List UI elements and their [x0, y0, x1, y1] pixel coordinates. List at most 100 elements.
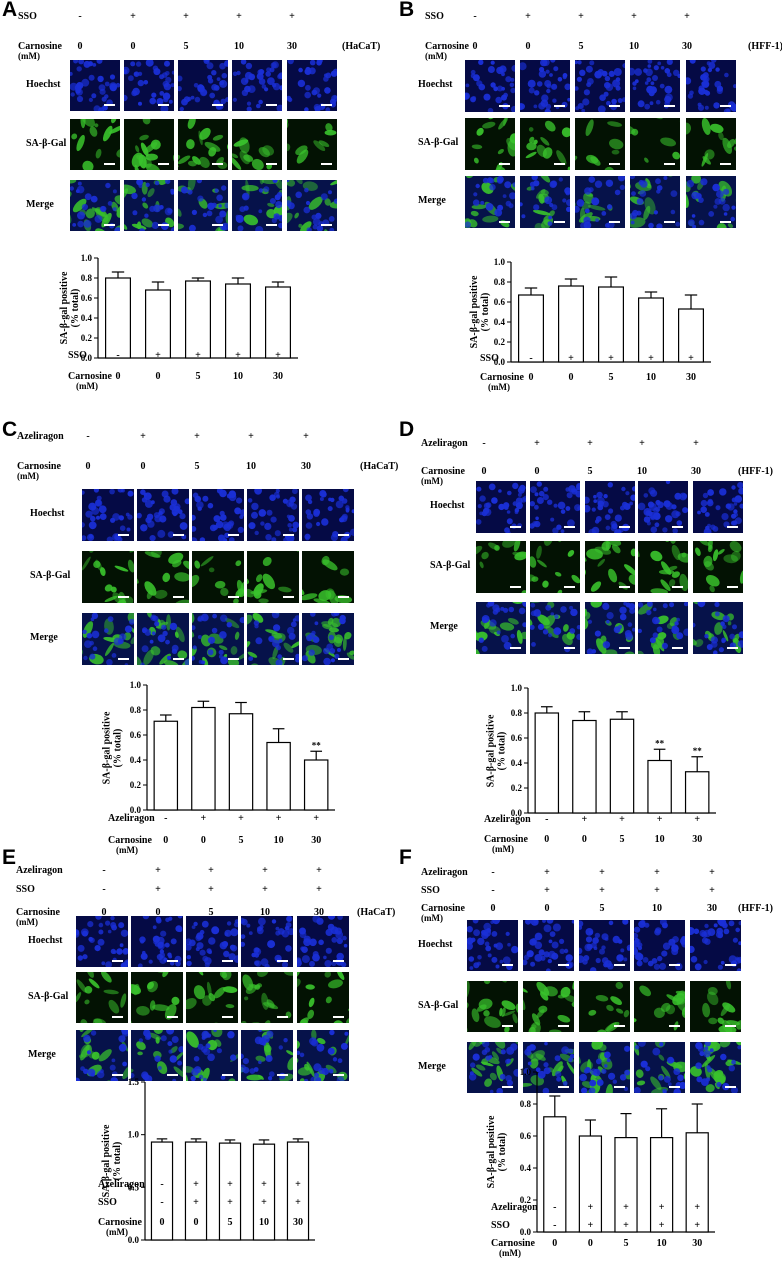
- condition-value: 30: [691, 466, 701, 477]
- cell-line-label: (HaCaT): [357, 907, 396, 918]
- y-tick-label: 0.8: [81, 273, 93, 283]
- chart-plot: 0.0 0.5 1.0 1.5: [128, 1077, 315, 1245]
- micrograph-tile: [232, 180, 282, 231]
- scale-bar: [664, 163, 675, 165]
- merge-image: [232, 180, 282, 231]
- scale-bar: [228, 658, 239, 660]
- condition-value: 10: [637, 466, 647, 477]
- condition-value: +: [709, 867, 715, 878]
- y-tick-label: 1.0: [511, 683, 523, 693]
- sa-gal-image: [638, 541, 688, 593]
- bar: [191, 706, 216, 811]
- condition-value: 30: [682, 41, 692, 52]
- y-tick-label: 0.0: [494, 357, 506, 367]
- merge-image: [693, 602, 743, 654]
- chart-condition-value: -: [553, 1220, 557, 1231]
- micrograph-tile: [523, 981, 574, 1032]
- micrograph-tile: [178, 60, 228, 111]
- condition-label: Carnosine (mM): [425, 41, 469, 61]
- scale-bar: [727, 526, 738, 528]
- row-label: SA-β-Gal: [430, 560, 471, 571]
- row-label: Hoechst: [430, 500, 465, 511]
- condition-value: +: [684, 11, 690, 22]
- y-tick-label: 0.4: [511, 758, 523, 768]
- condition-name: Carnosine: [16, 907, 60, 918]
- panel-label: C: [2, 418, 18, 441]
- chart-condition-value: +: [235, 350, 241, 361]
- micrograph-tile: [523, 1042, 574, 1093]
- micrograph-tile: [82, 613, 134, 665]
- panel-label: E: [2, 846, 17, 869]
- merge-image: [634, 1042, 685, 1093]
- micrograph-tile: [302, 613, 354, 665]
- scale-bar: [499, 221, 510, 223]
- condition-value: 0: [534, 466, 540, 477]
- micrograph-tile: [287, 119, 337, 170]
- scale-bar: [112, 1074, 123, 1076]
- condition-name: Azeliragon: [421, 438, 468, 449]
- merge-image: [630, 176, 680, 228]
- micrograph-tile: [124, 119, 174, 170]
- chart-condition-name: Azeliragon: [108, 813, 155, 824]
- bar: [543, 1116, 567, 1233]
- micrograph-tile: [241, 972, 293, 1023]
- merge-image: [82, 613, 134, 665]
- y-tick-label: 0.2: [130, 780, 142, 790]
- chart-condition-value: 30: [692, 834, 703, 845]
- micrograph-tile: [297, 972, 349, 1023]
- y-axis-label-line: (% total): [70, 288, 81, 328]
- chart-condition-label: Carnosine (mM): [108, 835, 152, 855]
- cell-line-label: (HFF-1): [748, 41, 782, 52]
- chart-condition-value: +: [688, 353, 694, 364]
- condition-unit: (mM): [17, 471, 39, 481]
- condition-value: +: [544, 885, 550, 896]
- micrograph-tile: [178, 180, 228, 231]
- condition-value: 10: [629, 41, 639, 52]
- chart-condition-value: 0: [528, 372, 534, 383]
- micrograph-tile: [693, 481, 743, 533]
- merge-image: [124, 180, 174, 231]
- y-tick-label: 0.2: [81, 333, 93, 343]
- bar: [228, 713, 254, 811]
- micrograph-tile: [630, 176, 680, 228]
- hoechst-image: [693, 481, 743, 533]
- chart-condition-name: Carnosine: [480, 372, 524, 383]
- condition-value: 10: [260, 907, 270, 918]
- condition-value: -: [86, 431, 90, 442]
- condition-value: +: [654, 885, 660, 896]
- chart-condition-value: -: [529, 353, 533, 364]
- y-tick-label: 0.2: [520, 1195, 532, 1205]
- micrograph-tile: [297, 1030, 349, 1081]
- condition-unit: (mM): [16, 917, 38, 927]
- merge-image: [241, 1030, 293, 1081]
- y-axis-label-line: (% total): [496, 731, 507, 770]
- micrograph-tile: [638, 481, 688, 533]
- condition-value: 10: [234, 41, 244, 52]
- chart-condition-label: Carnosine (mM): [98, 1217, 142, 1237]
- sa-gal-image: [686, 118, 736, 170]
- hoechst-image: [690, 920, 741, 971]
- chart-condition-value: -: [553, 1202, 557, 1213]
- scale-bar: [321, 163, 332, 165]
- hoechst-image: [523, 920, 574, 971]
- scale-bar: [614, 1025, 625, 1027]
- merge-image: [530, 602, 580, 654]
- sa-gal-image: [476, 541, 526, 593]
- y-tick-label: 0.0: [81, 353, 93, 363]
- chart-condition-value: 10: [259, 1217, 269, 1228]
- condition-value: 0: [77, 41, 83, 52]
- sa-gal-image: [523, 981, 574, 1032]
- scale-bar: [277, 1074, 288, 1076]
- merge-image: [523, 1042, 574, 1093]
- scale-bar: [212, 104, 223, 106]
- y-tick-label: 0.8: [520, 1099, 532, 1109]
- chart-condition-value: 5: [195, 371, 201, 382]
- bar: [637, 297, 664, 363]
- bar-chart: 0.0 0.2 0.4 0.6 0.8 1.0: [494, 257, 711, 367]
- micrograph-tile: [247, 489, 299, 541]
- chart-condition-name: Azeliragon: [98, 1179, 145, 1190]
- row-label: Hoechst: [418, 938, 453, 950]
- condition-value: +: [525, 11, 531, 22]
- y-tick-label: 0.6: [520, 1131, 532, 1141]
- condition-value: +: [654, 867, 660, 878]
